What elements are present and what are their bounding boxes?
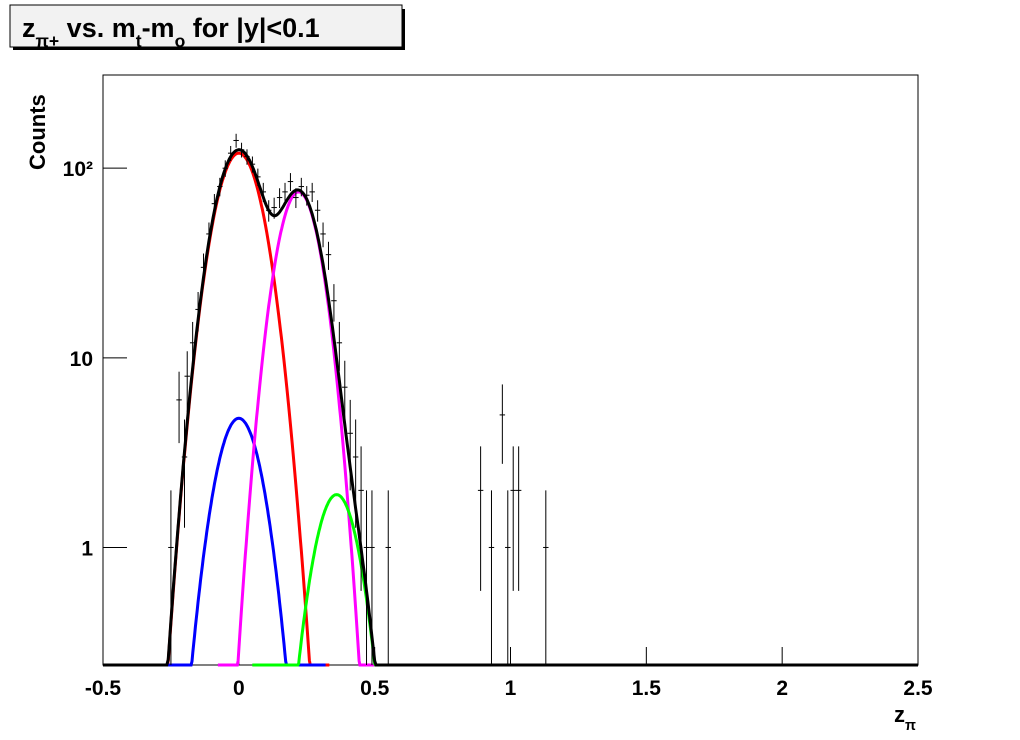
text-part: o xyxy=(175,31,186,51)
text-part: z xyxy=(894,702,905,727)
y-tick-label: 10² xyxy=(63,158,93,181)
x-axis-label: zπ xyxy=(894,702,916,734)
text-part: for |y|<0.1 xyxy=(185,13,319,43)
text-part: -m xyxy=(142,13,175,43)
text-part: t xyxy=(136,31,142,51)
x-tick-label: 1 xyxy=(505,677,517,700)
fit-curve xyxy=(217,190,380,667)
x-tick-label: 0.5 xyxy=(360,677,390,700)
text-part: π+ xyxy=(36,31,60,51)
total-fit-curve xyxy=(103,148,918,667)
fit-curve xyxy=(148,151,330,667)
text-part: vs. m xyxy=(59,13,136,43)
y-axis-label: Counts xyxy=(25,94,50,170)
y-tick-label: 10 xyxy=(70,348,93,371)
x-tick-label: 0 xyxy=(233,677,245,700)
chart-title: zπ+ vs. mt-mo for |y|<0.1 xyxy=(22,13,320,51)
text-part: π xyxy=(905,718,916,734)
y-tick-label: 1 xyxy=(81,537,93,560)
x-tick-label: 2 xyxy=(776,677,788,700)
x-tick-label: 2.5 xyxy=(903,677,933,700)
x-tick-label: 1.5 xyxy=(632,677,662,700)
title-box xyxy=(9,4,403,48)
x-tick-label: -0.5 xyxy=(85,677,122,700)
text-part: z xyxy=(22,13,36,43)
